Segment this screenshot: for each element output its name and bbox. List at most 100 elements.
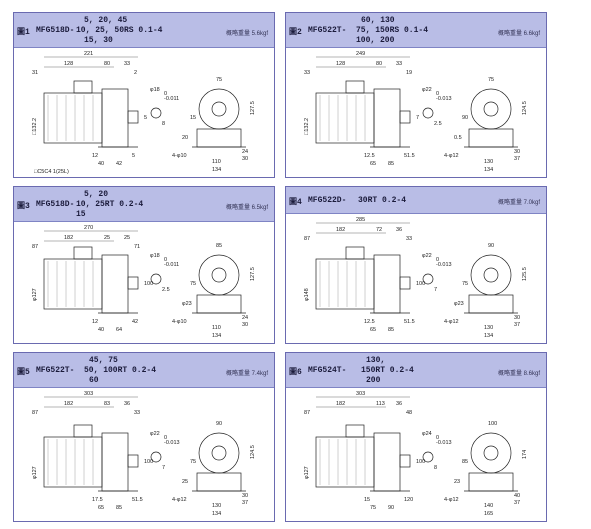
dimension-label: 128: [64, 61, 73, 67]
dimension-label: φ24: [422, 431, 432, 437]
dimension-label: 75: [216, 77, 222, 83]
front-flange-circle: [198, 432, 240, 474]
ratio-line-1: 45, 75: [89, 356, 118, 365]
dimension-label: -0.013: [164, 440, 180, 446]
figure-number: 圖2: [289, 28, 302, 37]
figure-number: 圖5: [17, 368, 30, 377]
panel-header: 圖6 MFG524T- 130, 150RT 0.2-4 200 概略重量 8.…: [286, 353, 546, 388]
output-shaft-outline: [127, 454, 139, 468]
dimension-label: 51.5: [132, 497, 143, 503]
output-shaft-outline: [127, 276, 139, 290]
dimension-label: 17.5: [92, 497, 103, 503]
dimension-label: 30: [514, 149, 520, 155]
motor-body-outline: [315, 436, 375, 488]
dimension-label: 80: [376, 61, 382, 67]
weight-label: 概略重量 7.4kgf: [225, 371, 268, 377]
dimension-label: 303: [356, 391, 365, 397]
dimension-label: 110: [212, 325, 221, 331]
gearbox-outline: [101, 432, 129, 492]
drawing-area: 303 182 83 36 87 33 φ127 17.5 65 85 51.5 φ22 0 -0.013…: [14, 387, 274, 521]
dimension-label: -0.013: [436, 96, 452, 102]
front-shaft-circle: [211, 445, 227, 461]
dimension-label: 100: [488, 421, 497, 427]
shaft-key-circle: [150, 451, 162, 463]
dimension-label: 110: [212, 159, 221, 165]
gearbox-outline: [101, 254, 129, 314]
panel-fig1: 圖1 MFG518D- 5, 20, 45 10, 25, 50RS 0.1-4…: [13, 12, 275, 178]
shaft-key-circle: [422, 107, 434, 119]
dimension-label: φ18: [150, 87, 160, 93]
dimension-label: 182: [336, 227, 345, 233]
front-base-outline: [468, 294, 514, 314]
terminal-box-outline: [73, 246, 93, 260]
dimension-label: φ22: [422, 87, 432, 93]
dimension-label: 30: [242, 322, 248, 328]
dimension-label: 25: [124, 235, 130, 241]
front-flange-circle: [198, 88, 240, 130]
dimension-label: 270: [84, 225, 93, 231]
ratio-line-1: 60, 130: [361, 16, 395, 25]
shaft-key-circle: [150, 273, 162, 285]
dimension-label: 31: [32, 70, 38, 76]
dimension-label: 130: [212, 503, 221, 509]
dimension-label: 113: [376, 401, 385, 407]
dimension-label: 4-φ10: [172, 319, 187, 325]
panel-header: 圖5 MFG522T- 45, 75 50, 100RT 0.2-4 60 概略…: [14, 353, 274, 388]
gearbox-outline: [373, 432, 401, 492]
dimension-label: 25: [104, 235, 110, 241]
dimension-label: 90: [462, 115, 468, 121]
motor-drawing: 285 182 72 36 87 33 φ148 12.5 65 85 51.5 φ22 0-0.013…: [304, 217, 528, 339]
dimension-label: 48: [406, 410, 412, 416]
motor-body-outline: [43, 258, 103, 310]
dimension-label: 134: [212, 511, 221, 517]
panel-fig2: 圖2 MFG522T- 60, 130 75, 150RS 0.1-4 100,…: [285, 12, 547, 178]
dimension-label: 134: [484, 333, 493, 339]
model-name: MFG522T-: [36, 366, 75, 375]
dimension-label: 124.5: [522, 101, 528, 115]
output-shaft-outline: [399, 276, 411, 290]
dimension-label: 85: [116, 505, 122, 511]
dimension-label: 20: [182, 135, 188, 141]
motor-drawing: 303 182 83 36 87 33 φ127 17.5 65 85 51.5 φ22 0-0.013…: [32, 391, 256, 517]
dimension-label: 100: [416, 459, 425, 465]
dimension-label: 0.5: [454, 135, 462, 141]
dimension-label: 90: [216, 421, 222, 427]
dimension-label: 71: [134, 244, 140, 250]
dimension-label: 7: [162, 465, 165, 471]
dimension-label: 0: [436, 435, 439, 441]
ratio-line-3: 100, 200: [356, 36, 395, 45]
dimension-label: 182: [64, 401, 73, 407]
drawing-area: 303 182 113 36 87 48 φ127 15 75 90 120 φ24 0 -0.013 10…: [286, 387, 546, 521]
gearbox-outline: [101, 88, 129, 148]
dimension-label: 100: [144, 459, 153, 465]
gearbox-outline: [373, 88, 401, 148]
dimension-label: 37: [514, 500, 520, 506]
dimension-label: 165: [484, 511, 493, 517]
figure-number: 圖4: [289, 198, 302, 207]
output-shaft-outline: [399, 454, 411, 468]
dimension-label: 87: [32, 410, 38, 416]
motor-body-outline: [315, 92, 375, 144]
dimension-label: 33: [124, 61, 130, 67]
dimension-label: φ127: [32, 466, 38, 479]
terminal-box-outline: [345, 424, 365, 438]
dimension-label: 85: [388, 161, 394, 167]
dimension-label: 33: [304, 70, 310, 76]
dimension-label: 100: [144, 281, 153, 287]
shaft-key-circle: [150, 107, 162, 119]
front-base-outline: [196, 294, 242, 314]
front-base-outline: [196, 128, 242, 148]
dimension-label: 8: [162, 121, 165, 127]
dimension-label: □132.2: [304, 118, 310, 135]
dimension-label: 8: [434, 465, 437, 471]
dimension-label: 37: [514, 156, 520, 162]
dimension-label: 0: [436, 91, 439, 97]
dimension-label: 15: [364, 497, 370, 503]
dimension-label: 83: [104, 401, 110, 407]
dimension-label: 30: [242, 493, 248, 499]
front-shaft-circle: [211, 267, 227, 283]
gearbox-outline: [373, 254, 401, 314]
dimension-label: 64: [116, 327, 122, 333]
front-flange-circle: [470, 88, 512, 130]
dimension-label: 75: [488, 77, 494, 83]
